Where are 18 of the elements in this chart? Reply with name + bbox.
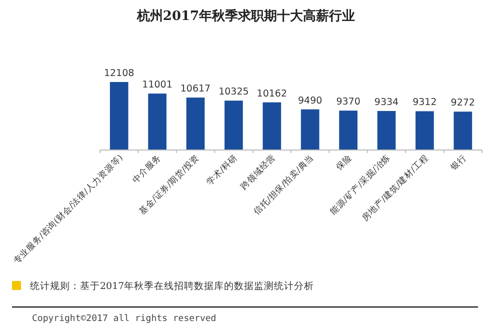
data-label: 9334 xyxy=(374,96,399,108)
x-tick-label: 中介服务 xyxy=(130,152,164,186)
x-tick-label: 保险 xyxy=(334,152,354,173)
data-label: 10325 xyxy=(218,86,249,98)
data-label: 11001 xyxy=(142,80,172,91)
data-label: 9370 xyxy=(336,96,360,108)
data-label: 9272 xyxy=(450,98,475,109)
data-label: 12108 xyxy=(104,68,134,79)
data-label: 9312 xyxy=(412,97,437,108)
data-label: 10162 xyxy=(256,88,288,100)
text: Copyright©2017 all rights reserved xyxy=(32,314,216,324)
x-tick-label: 专业服务/咨询(财会/法律/人力资源等) xyxy=(11,152,126,266)
x-tick-label: 学术/科研 xyxy=(204,152,240,188)
data-label: 9490 xyxy=(298,95,322,106)
data-label: 10617 xyxy=(180,84,211,95)
chart-title: 杭州2017年秋季求职期十大高薪行业 xyxy=(136,8,356,24)
x-tick-label: 银行 xyxy=(448,152,470,174)
text: 统计规则：基于2017年秋季在线招聘数据库的数据监测统计分析 xyxy=(30,280,314,292)
